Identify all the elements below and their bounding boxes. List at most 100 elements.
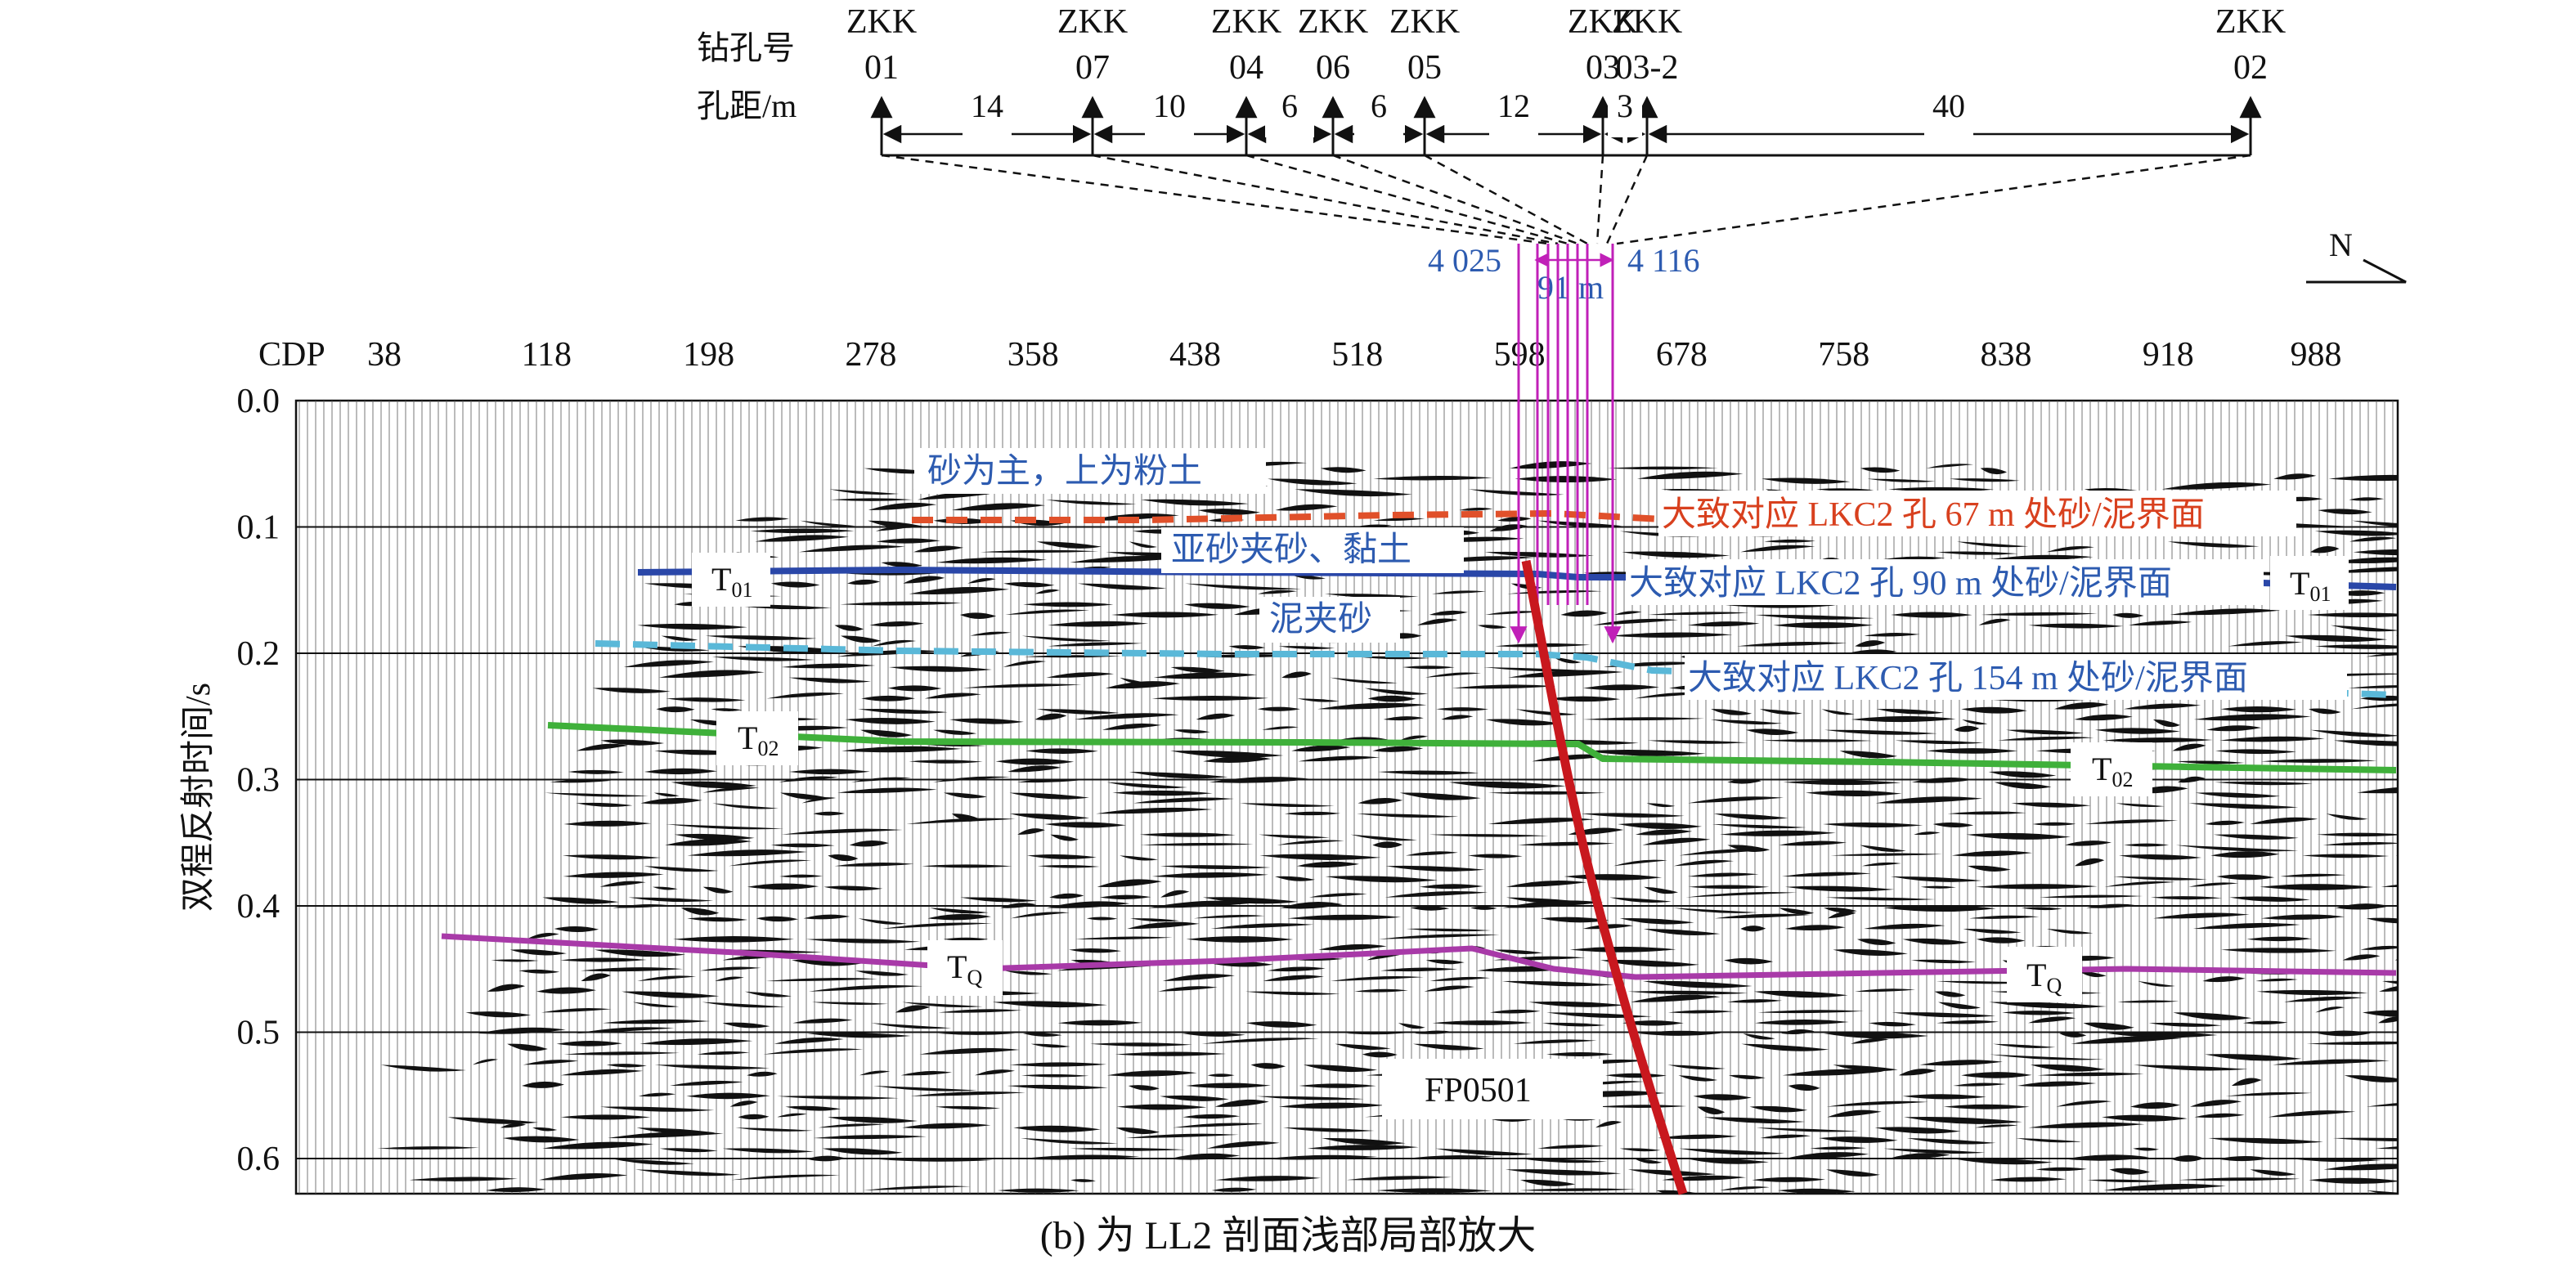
reflection-event: [1595, 1120, 1622, 1128]
reflection-event: [1151, 696, 1268, 701]
reflection-event: [1961, 1072, 2032, 1078]
reflection-event: [545, 792, 648, 797]
reflection-event: [2348, 685, 2398, 688]
reflection-event: [841, 746, 962, 753]
x-tick-label: 678: [1656, 336, 1708, 374]
reflection-event: [1356, 656, 1430, 660]
reflection-event: [1851, 715, 1956, 723]
reflection-event: [1182, 1032, 1245, 1037]
reflection-event: [1619, 918, 1694, 925]
spacing-value: 3: [1617, 87, 1633, 124]
reflection-event: [2195, 792, 2281, 798]
borehole-name-top: ZKK: [1298, 3, 1368, 41]
reflection-event: [1367, 953, 1400, 961]
reflection-event: [1910, 959, 1976, 964]
reflection-event: [829, 489, 900, 495]
reflection-event: [2352, 520, 2398, 527]
reflection-event: [960, 897, 1038, 903]
borehole-header: 钻孔号 孔距/m ZKK01ZKK07ZKK04ZKK06ZKK05ZKK03Z…: [697, 3, 2407, 306]
reflection-event: [1370, 1200, 1470, 1206]
x-tick-label: 438: [1169, 336, 1221, 374]
spacing-value: 12: [1497, 87, 1530, 124]
reflection-event: [1501, 980, 1614, 987]
reflection-event: [744, 991, 792, 997]
reflection-event: [930, 908, 989, 914]
reflection-event: [1710, 719, 1783, 725]
reflection-event: [652, 886, 678, 890]
reflection-event: [1377, 770, 1479, 775]
reflection-event: [2333, 740, 2398, 746]
reflection-event: [507, 1043, 548, 1051]
layer-labels: 砂为主，上为粉土 亚砂夹砂、黏土 泥夹砂 大致对应 LKC2 孔 67 m 处砂…: [914, 448, 2347, 1119]
reflection-event: [1678, 1075, 1718, 1082]
reflection-event: [1102, 723, 1162, 730]
reflection-event: [2030, 1064, 2106, 1072]
reflection-event: [1378, 934, 1500, 939]
reflection-event: [1515, 476, 1617, 483]
reflection-event: [670, 1080, 743, 1087]
reflection-event: [1299, 1083, 1376, 1088]
reflection-event: [1976, 937, 2026, 944]
reflection-event: [1448, 781, 1566, 789]
reflection-event: [1510, 461, 1592, 469]
reflection-event: [1782, 1069, 1884, 1076]
reflection-event: [937, 1194, 1057, 1201]
x-tick-label: 38: [367, 336, 402, 374]
tag-tq-left: TQ: [947, 948, 982, 989]
reflection-event: [2344, 1075, 2398, 1082]
reflection-event: [2382, 980, 2398, 984]
reflection-event: [1528, 1001, 1626, 1007]
reflection-event: [1953, 1082, 2007, 1087]
label-fault-fp0501: FP0501: [1425, 1072, 1532, 1109]
reflection-event: [485, 1187, 546, 1193]
reflection-event: [1592, 618, 1678, 625]
reflection-event: [1679, 849, 1770, 856]
reflection-event: [1714, 913, 1811, 919]
reflection-event: [1667, 1065, 1726, 1070]
reflection-event: [1608, 466, 1718, 470]
reflection-event: [1116, 1104, 1207, 1110]
reflection-event: [1153, 672, 1258, 679]
reflection-event: [560, 1069, 644, 1076]
reflection-event: [2011, 802, 2091, 808]
borehole-spacings: 14 10 6 6 12 3 40: [882, 87, 2251, 157]
reflection-event: [2228, 641, 2303, 647]
reflection-event: [576, 743, 628, 751]
reflection-event: [1127, 921, 1200, 930]
spacing-bg: [1145, 105, 1194, 137]
reflection-event: [1111, 612, 1219, 618]
reflection-event: [2394, 958, 2398, 961]
reflection-event: [2167, 541, 2260, 548]
reflection-event: [1202, 897, 1299, 904]
reflection-event: [1724, 957, 1774, 965]
reflection-event: [2046, 546, 2094, 553]
reflection-event: [570, 1201, 684, 1207]
reflection-event: [1920, 885, 1956, 889]
projection-dash: [1424, 154, 1588, 245]
reflection-event: [1783, 780, 1901, 786]
reflection-event: [888, 666, 992, 672]
reflection-event: [1105, 681, 1180, 689]
reflection-event: [1596, 1105, 1687, 1109]
reflection-event: [808, 984, 923, 992]
projection-dash: [1245, 154, 1568, 245]
reflection-event: [2230, 1195, 2255, 1202]
north-arrow: N: [2306, 226, 2407, 284]
reflection-event: [910, 1091, 1026, 1096]
reflection-event: [1070, 555, 1185, 563]
reflection-event: [2028, 623, 2124, 629]
reflection-event: [658, 670, 765, 678]
reflection-event: [1278, 646, 1335, 650]
y-tick-label: 0.5: [237, 1015, 280, 1052]
reflection-event: [2173, 1012, 2252, 1020]
reflection-event: [1926, 464, 1974, 468]
reflection-event: [599, 881, 646, 887]
spacing-value: 14: [971, 87, 1003, 124]
reflection-event: [1023, 602, 1114, 607]
reflection-event: [1515, 709, 1577, 715]
reflection-event: [765, 978, 877, 982]
reflection-event: [1197, 509, 1261, 515]
reflection-event: [861, 695, 915, 701]
tag-tq-right: TQ: [2026, 957, 2062, 997]
